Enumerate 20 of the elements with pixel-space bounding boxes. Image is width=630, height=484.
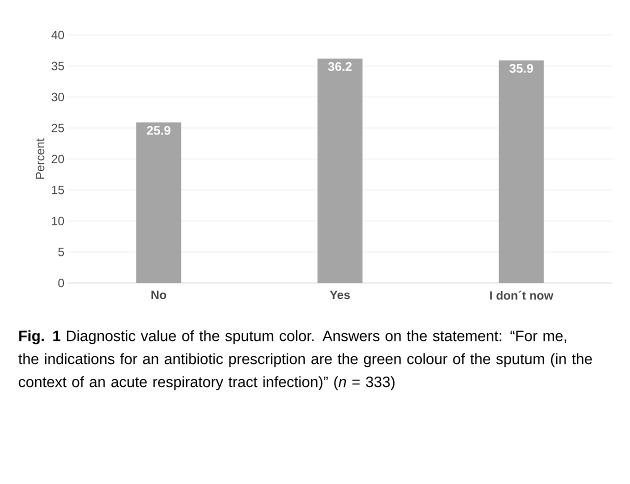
bar	[498, 60, 544, 284]
y-tick-label: 15	[52, 186, 64, 194]
y-tick-label: 40	[51, 30, 64, 40]
y-axis-title: Percent	[36, 138, 44, 179]
data-label: 36.2	[328, 62, 352, 71]
y-tick-label: 20	[52, 154, 64, 164]
bar	[136, 122, 182, 284]
x-tick-label: No	[151, 290, 166, 300]
y-tick-label: 25	[52, 124, 64, 132]
text: Fig. 1 Diagnostic value of the sputum color. Answers on the statement: “For me, the indications for an antibiotic prescription are the green colour of the sputum (in the context of an acute respiratory tract infection)” (n = 333)	[18, 330, 592, 390]
y-tick-label: 5	[58, 248, 64, 256]
y-tick-label: 30	[52, 92, 64, 102]
y-tick-label: 10	[52, 216, 64, 226]
bar	[318, 58, 363, 284]
y-tick-label: 0	[58, 278, 64, 288]
x-tick-label: Yes	[330, 290, 350, 300]
data-label: 35.9	[509, 64, 534, 73]
data-label: 25.9	[146, 126, 170, 135]
y-tick-label: 35	[52, 62, 64, 70]
x-tick-label: I don´t now	[490, 290, 554, 300]
